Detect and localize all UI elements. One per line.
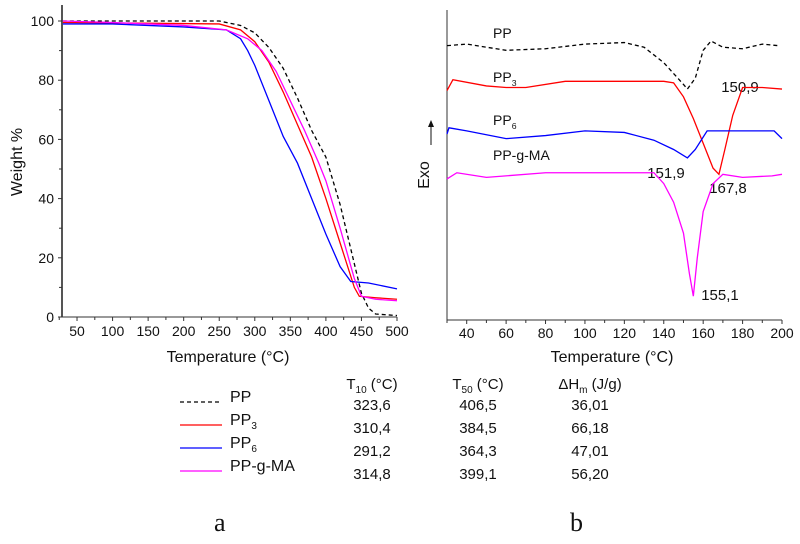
tga-line-pp [62,20,398,317]
table-header: T50 (°C) [423,376,533,396]
table-cell: 314,8 [353,466,391,483]
x-tick-label: 120 [613,325,637,341]
legend-label: PP [230,389,251,407]
header-subscript: 50 [461,385,473,396]
x-tick-label: 50 [69,323,85,339]
table-cell: 66,18 [571,420,609,437]
x-tick-label: 400 [314,323,338,339]
x-tick-label: 40 [459,325,475,341]
table-header: T10 (°C) [317,376,427,396]
x-tick-label: 350 [279,323,303,339]
dsc-line-pp [446,40,779,91]
panel-label-a: a [214,508,226,537]
legend-name: PP [230,435,252,452]
header-unit: (°C) [366,376,398,393]
peak-label: 151,9 [647,165,685,182]
tga-line-pp3 [62,21,398,300]
dsc-line-pp6 [446,127,783,159]
legend-name: PP [230,389,252,406]
x-tick-label: 300 [243,323,267,339]
x-tick-label: 500 [385,323,409,339]
y-axis-label: Weight % [9,128,26,196]
legend-label: PP6 [230,435,257,455]
x-tick-label: 80 [538,325,554,341]
legend-label: PP-g-MA [230,458,295,476]
table-cell: 47,01 [571,443,609,460]
legend-subscript: 3 [251,421,257,432]
y-tick-label: 0 [46,309,54,325]
header-symbol: T [452,376,462,393]
series-label: PP3 [493,69,517,88]
x-tick-label: 100 [573,325,597,341]
legend-label: PP3 [230,412,257,432]
table-cell: 399,1 [459,466,497,483]
y-tick-label: 20 [38,250,54,266]
series-label: PP-g-MA [493,147,550,163]
table-cell: 384,5 [459,420,497,437]
tga-line-pp-g-ma [62,20,398,302]
x-tick-label: 160 [691,325,715,341]
header-subscript: m [579,385,588,396]
table-cell: 36,01 [571,397,609,414]
tga-line-pp6 [62,23,398,290]
series-label: PP6 [493,112,517,131]
y-tick-label: 80 [38,72,54,88]
dsc-line-pp-g-ma [446,172,783,297]
header-subscript: 10 [355,385,367,396]
table-cell: 323,6 [353,397,391,414]
exo-arrow-head-icon [428,120,434,127]
header-symbol: T [346,376,356,393]
y-axis-label: Exo [416,161,433,189]
peak-label: 167,8 [709,180,747,197]
header-unit: (J/g) [587,376,622,393]
peak-label: 150,9 [721,79,759,96]
x-axis-label: Temperature (°C) [551,349,674,366]
dsc-line-pp3 [446,79,783,176]
table-cell: 56,20 [571,466,609,483]
y-tick-label: 60 [38,131,54,147]
header-symbol: ΔH [558,376,580,393]
table-cell: 310,4 [353,420,391,437]
header-unit: (°C) [472,376,504,393]
x-tick-label: 250 [208,323,232,339]
x-axis-label: Temperature (°C) [167,349,290,366]
y-tick-label: 100 [31,13,55,29]
table-cell: 291,2 [353,443,391,460]
series-label: PP [493,25,512,41]
x-tick-label: 180 [731,325,755,341]
panel-label-b: b [570,508,583,537]
table-cell: 406,5 [459,397,497,414]
x-tick-label: 150 [136,323,160,339]
x-tick-label: 200 [770,325,794,341]
legend-name: PP-g-MA [230,458,295,475]
x-tick-label: 100 [101,323,125,339]
table-header: ΔHm (J/g) [535,376,645,396]
x-tick-label: 450 [350,323,374,339]
table-cell: 364,3 [459,443,497,460]
x-tick-label: 140 [652,325,676,341]
x-tick-label: 200 [172,323,196,339]
peak-label: 155,1 [701,287,739,304]
legend-name: PP [230,412,252,429]
y-tick-label: 40 [38,191,54,207]
x-tick-label: 60 [498,325,514,341]
legend-subscript: 6 [251,444,257,455]
